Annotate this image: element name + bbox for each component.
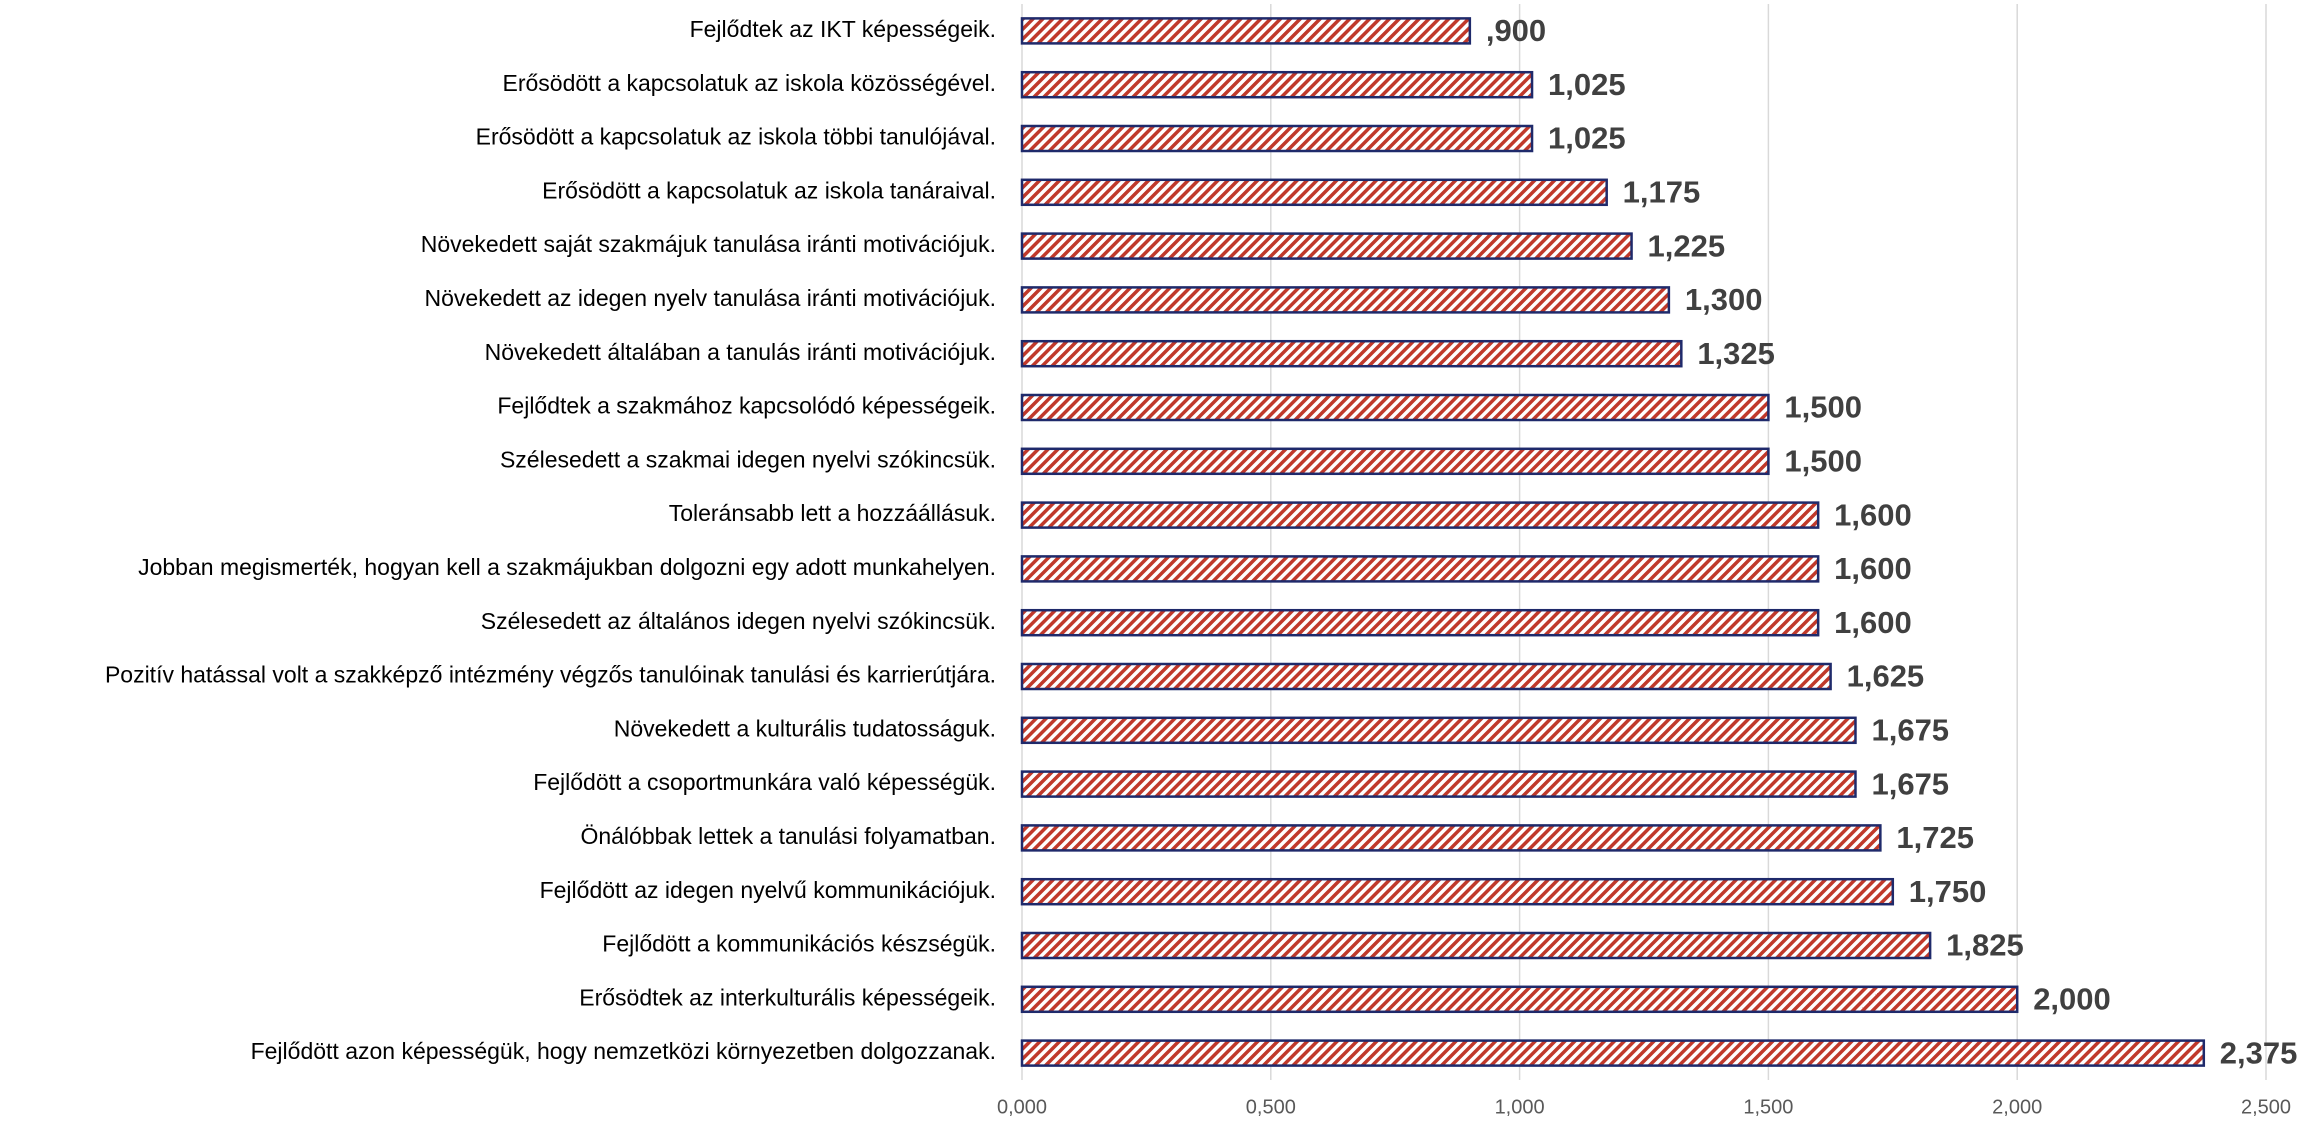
value-label: 1,325 (1697, 336, 1775, 371)
value-label: ,900 (1486, 13, 1546, 48)
value-label: 1,625 (1847, 659, 1925, 694)
x-tick-label: 1,500 (1743, 1096, 1793, 1118)
bar (1020, 824, 1882, 852)
value-label: 1,225 (1648, 228, 1726, 263)
value-label: 1,025 (1548, 121, 1626, 156)
bar (1020, 931, 1932, 960)
value-label: 1,025 (1548, 67, 1626, 102)
value-label: 1,825 (1946, 928, 2024, 963)
y-tick-label: Növekedett saját szakmájuk tanulása irán… (421, 231, 996, 257)
y-tick-label: Önálóbbak lettek a tanulási folyamatban. (580, 823, 996, 849)
value-label: 1,300 (1685, 282, 1763, 317)
value-label: 1,750 (1909, 874, 1987, 909)
bar (1020, 70, 1534, 99)
y-tick-label: Növekedett a kulturális tudatosságuk. (614, 715, 996, 741)
y-tick-label: Toleránsabb lett a hozzáállásuk. (669, 500, 996, 526)
bar (1020, 716, 1857, 745)
bar (1020, 555, 1820, 583)
y-tick-label: Jobban megismerték, hogyan kell a szakmá… (138, 554, 996, 580)
value-label: 1,600 (1834, 551, 1912, 586)
bar (1020, 393, 1770, 422)
value-label: 1,600 (1834, 605, 1912, 640)
x-tick-label: 0,500 (1246, 1096, 1296, 1118)
bar (1020, 339, 1683, 368)
bar (1020, 124, 1534, 153)
x-tick-label: 1,000 (1495, 1096, 1545, 1118)
bar (1020, 17, 1472, 45)
y-tick-label: Erősödtek az interkulturális képességeik… (579, 984, 996, 1010)
value-label: 2,375 (2220, 1035, 2298, 1070)
y-tick-label: Növekedett általában a tanulás iránti mo… (485, 339, 996, 365)
y-tick-label: Pozitív hatással volt a szakképző intézm… (105, 662, 996, 688)
bar (1020, 877, 1895, 906)
value-label: 1,500 (1784, 443, 1862, 478)
bar (1020, 608, 1820, 637)
y-tick-label: Növekedett az idegen nyelv tanulása irán… (425, 285, 997, 311)
y-tick-label: Fejlődött a csoportmunkára való képesség… (533, 769, 996, 795)
x-tick-label: 2,500 (2241, 1096, 2291, 1118)
bar (1020, 985, 2019, 1014)
value-label: 1,725 (1896, 820, 1974, 855)
value-label: 1,600 (1834, 497, 1912, 532)
y-tick-label: Fejlődött az idegen nyelvű kommunikációj… (540, 877, 996, 903)
bar (1020, 232, 1633, 260)
y-tick-label: Erősödött a kapcsolatuk az iskola többi … (476, 124, 996, 150)
y-tick-label: Fejlődtek az IKT képességeik. (690, 16, 996, 42)
value-label: 1,675 (1871, 766, 1949, 801)
y-tick-label: Fejlődtek a szakmához kapcsolódó képessé… (497, 393, 996, 419)
x-tick-label: 0,000 (997, 1096, 1047, 1118)
y-tick-label: Erősödött a kapcsolatuk az iskola közöss… (503, 70, 997, 96)
bar (1020, 501, 1820, 529)
value-label: 2,000 (2033, 981, 2111, 1016)
bar (1020, 770, 1857, 798)
y-tick-label: Fejlődött a kommunikációs készségük. (602, 931, 996, 957)
value-label: 1,175 (1623, 174, 1701, 209)
y-tick-label: Fejlődött azon képességük, hogy nemzetkö… (251, 1038, 996, 1064)
y-tick-label: Szélesedett a szakmai idegen nyelvi szók… (500, 446, 996, 472)
x-tick-label: 2,000 (1992, 1096, 2042, 1118)
y-tick-label: Erősödött a kapcsolatuk az iskola tanára… (542, 177, 996, 203)
bar (1020, 178, 1608, 207)
bar (1020, 447, 1770, 476)
value-label: 1,500 (1784, 390, 1862, 425)
bar (1020, 286, 1671, 314)
bar (1020, 1039, 2206, 1067)
value-label: 1,675 (1871, 712, 1949, 747)
bar (1020, 662, 1832, 691)
y-tick-label: Szélesedett az általános idegen nyelvi s… (481, 608, 996, 634)
